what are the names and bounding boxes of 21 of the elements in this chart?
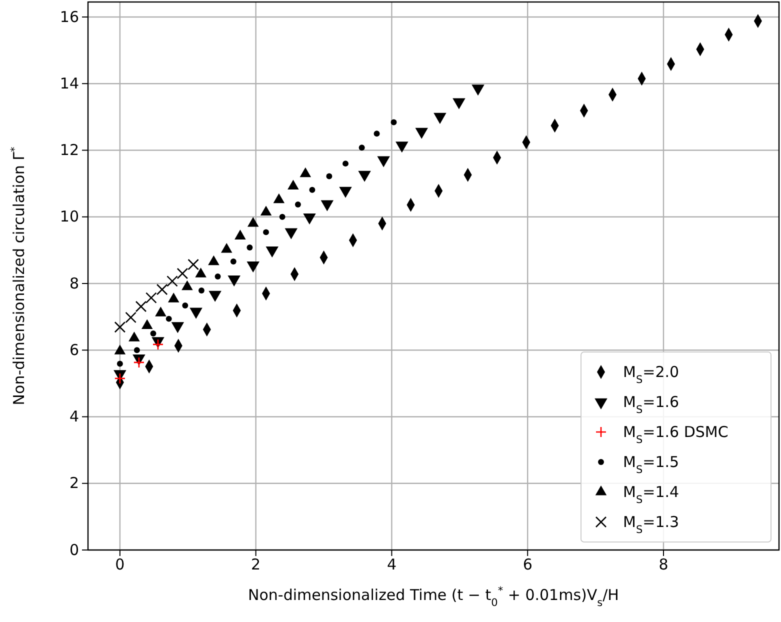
x-tick-label: 2: [251, 556, 261, 574]
legend-label: M$_{S}$=1.4: [623, 483, 680, 506]
x-tick-label: 0: [115, 556, 125, 574]
y-tick-label: 12: [60, 141, 79, 160]
y-tick-label: 8: [69, 274, 79, 292]
y-tick-label: 0: [69, 540, 79, 559]
legend-label: M$_{S}$=1.6: [623, 393, 680, 416]
y-tick-label: 4: [69, 408, 79, 426]
legend-label: M$_{S}$=2.0: [623, 363, 680, 386]
x-tick-label: 6: [522, 556, 532, 574]
y-tick-label: 2: [69, 474, 79, 492]
y-tick-label: 16: [60, 8, 79, 26]
x-tick-label: 4: [386, 556, 396, 574]
x-tick-label: 8: [658, 556, 668, 574]
x-axis-title: Non-dimensionalized Time (t − t$_{0}$$^{*}$ + 0.01ms)V$_{s}$/H: [248, 585, 619, 609]
y-tick-label: 6: [69, 340, 79, 359]
y-tick-label: 14: [60, 74, 79, 92]
y-tick-label: 10: [60, 208, 79, 226]
legend-label: M$_{S}$=1.3: [623, 513, 680, 536]
legend-label: M$_{S}$=1.6 DSMC: [623, 423, 728, 446]
legend-label: M$_{S}$=1.5: [623, 453, 680, 476]
